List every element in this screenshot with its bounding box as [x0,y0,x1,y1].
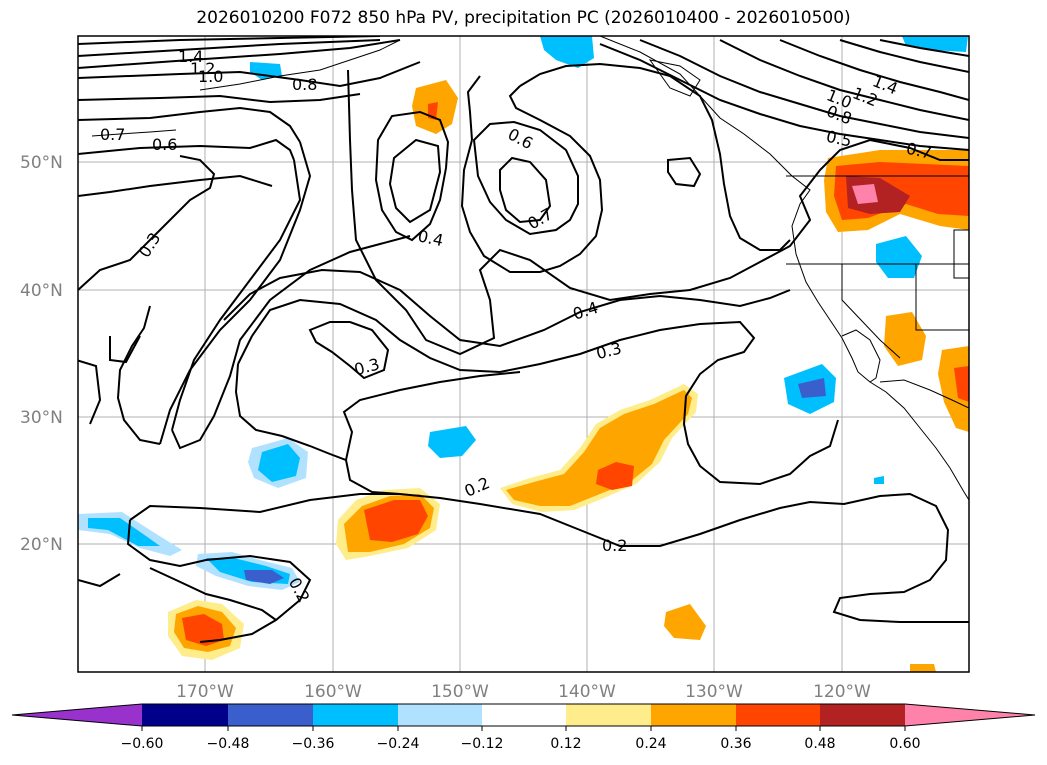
colorbar-tick-label: 0.48 [804,736,835,752]
lat-label: 30°N [20,408,63,428]
colorbar-swatch [651,704,736,726]
colorbar-tick-label: 0.60 [889,736,920,752]
lon-label: 140°W [558,682,616,702]
lat-label: 40°N [20,281,63,301]
colorbar-tick-label: −0.24 [377,736,420,752]
colorbar: −0.60 −0.48 −0.36 −0.24 −0.12 0.12 0.24 … [11,703,1036,752]
longitude-labels: 170°W 160°W 150°W 140°W 130°W 120°W [176,682,871,702]
colorbar-tick-label: −0.12 [461,736,504,752]
colorbar-tick-label: 0.24 [635,736,666,752]
contour-label: 1.2 [190,59,215,78]
colorbar-swatch [736,704,820,726]
contour-label: 0.2 [602,536,627,555]
map-frame [77,35,970,673]
contour-label: 0.7 [100,125,125,144]
lon-label: 150°W [431,682,489,702]
colorbar-ticks [141,726,906,731]
colorbar-swatch [566,704,651,726]
colorbar-under-triangle [12,704,142,726]
lon-label: 130°W [685,682,743,702]
lat-label: 50°N [20,153,63,173]
negative-precip-anomalies [78,36,968,590]
contour-label: 0.5 [825,127,854,151]
pv-contours [78,36,969,643]
positive-precip-anomalies [168,80,969,672]
colorbar-swatch [820,704,905,726]
colorbar-tick-label: 0.36 [720,736,751,752]
colorbar-tick-label: 0.12 [550,736,581,752]
contour-label: 0.6 [152,135,177,154]
lon-label: 160°W [304,682,362,702]
colorbar-swatch [313,704,398,726]
colorbar-swatch [228,704,313,726]
contour-label: 0.7 [905,139,934,163]
colorbar-swatch [398,704,482,726]
contour-label: 1.0 [198,67,223,86]
colorbar-tick-label: −0.60 [121,736,164,752]
contour-label: 1.4 [178,47,203,66]
contour-labels: 1.4 1.2 1.0 0.8 0.7 0.6 0.3 0.6 0.7 0.4 … [100,47,933,606]
lat-label: 20°N [20,535,63,555]
contour-label: 0.8 [292,75,317,94]
latitude-labels: 50°N 40°N 30°N 20°N [20,153,63,555]
colorbar-over-triangle [905,704,1035,726]
colorbar-tick-label: −0.36 [292,736,335,752]
lon-label: 170°W [176,682,234,702]
coastlines [91,36,969,501]
map-plot-area: 1.4 1.2 1.0 0.8 0.7 0.6 0.3 0.6 0.7 0.4 … [78,36,969,672]
map-title: 2026010200 F072 850 hPa PV, precipitatio… [196,8,851,28]
contour-label: 0.4 [416,226,445,250]
lon-label: 120°W [813,682,871,702]
colorbar-swatch [482,704,566,726]
colorbar-swatch [142,704,228,726]
colorbar-tick-label: −0.48 [207,736,250,752]
